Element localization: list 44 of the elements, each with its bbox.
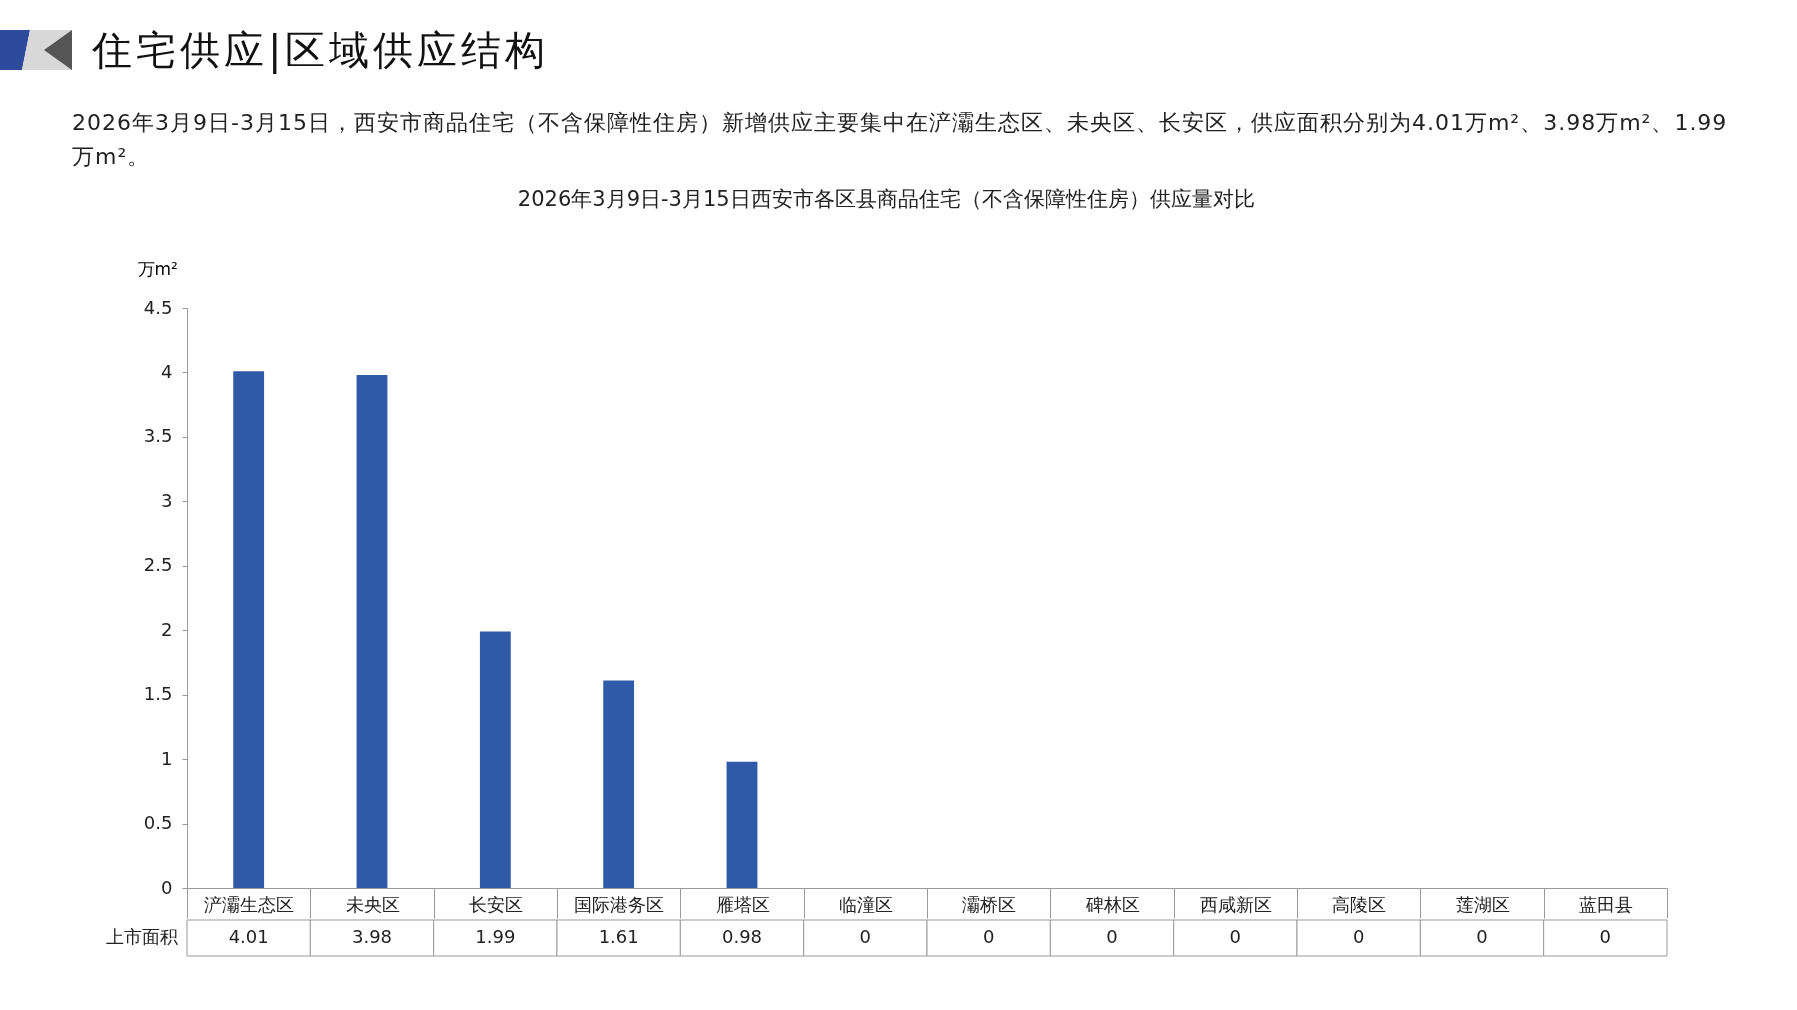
data-label: 0	[1106, 926, 1118, 947]
x-tick-label: 蓝田县	[1578, 893, 1633, 915]
data-label: 0	[859, 926, 872, 947]
chart-subtitle: 2026年3月9日-3月15日，西安市商品住宅（不含保障性住房）新增供应主要集中在浐灞生态区、未央区、长安区，供应面积分别为4.01万m²、3.98万m²、1.99万m²。	[72, 109, 1729, 171]
data-label: 0	[982, 926, 995, 947]
x-tick-label: 莲湖区	[1455, 893, 1510, 915]
x-tick-label: 长安区	[468, 893, 523, 915]
bar	[726, 761, 758, 888]
y-tick-label: 1.5	[143, 683, 173, 705]
y-tick-label: 0.5	[143, 812, 173, 834]
data-label: 0	[1476, 926, 1488, 947]
x-tick-label: 碑林区	[1084, 893, 1140, 915]
y-tick-label: 1	[161, 747, 173, 769]
y-tick-label: 3.5	[143, 425, 173, 447]
data-label: 0	[1229, 926, 1242, 947]
x-tick-label: 西咸新区	[1199, 893, 1272, 915]
x-tick-label: 国际港务区	[574, 893, 665, 915]
data-label: 0	[1352, 926, 1365, 947]
y-tick-label: 4	[161, 360, 173, 382]
bar	[603, 680, 635, 888]
data-label: 0.98	[721, 926, 763, 947]
x-tick-label: 高陵区	[1332, 893, 1387, 915]
data-label: 4.01	[228, 926, 269, 947]
y-tick-label: 2.5	[143, 554, 173, 576]
text: 2026年3月9日-3月15日西安市各区县商品住宅（不含保障性住房）供应量对比	[517, 187, 1255, 211]
bar	[233, 371, 265, 888]
x-tick-label: 临潼区	[838, 893, 893, 915]
y-axis-title: 万m²	[137, 258, 178, 279]
y-tick-label: 0	[161, 876, 173, 898]
x-tick-label: 灞桥区	[962, 893, 1017, 915]
x-tick-label: 雁塔区	[715, 893, 770, 915]
y-tick-label: 3	[161, 489, 173, 511]
x-tick-label: 浐灞生态区	[204, 893, 295, 915]
data-label: 0	[1599, 926, 1612, 947]
data-label: 1.99	[475, 926, 516, 947]
data-label: 1.61	[598, 926, 639, 947]
bar	[356, 375, 388, 888]
x-tick-label: 未央区	[345, 893, 400, 915]
chart-title: 住宅供应|区域供应结构	[92, 25, 550, 76]
data-label: 3.98	[351, 926, 393, 947]
text: 上市面积	[105, 926, 178, 947]
y-tick-label: 4.5	[143, 296, 173, 318]
bar	[479, 631, 511, 888]
y-tick-label: 2	[161, 618, 173, 640]
